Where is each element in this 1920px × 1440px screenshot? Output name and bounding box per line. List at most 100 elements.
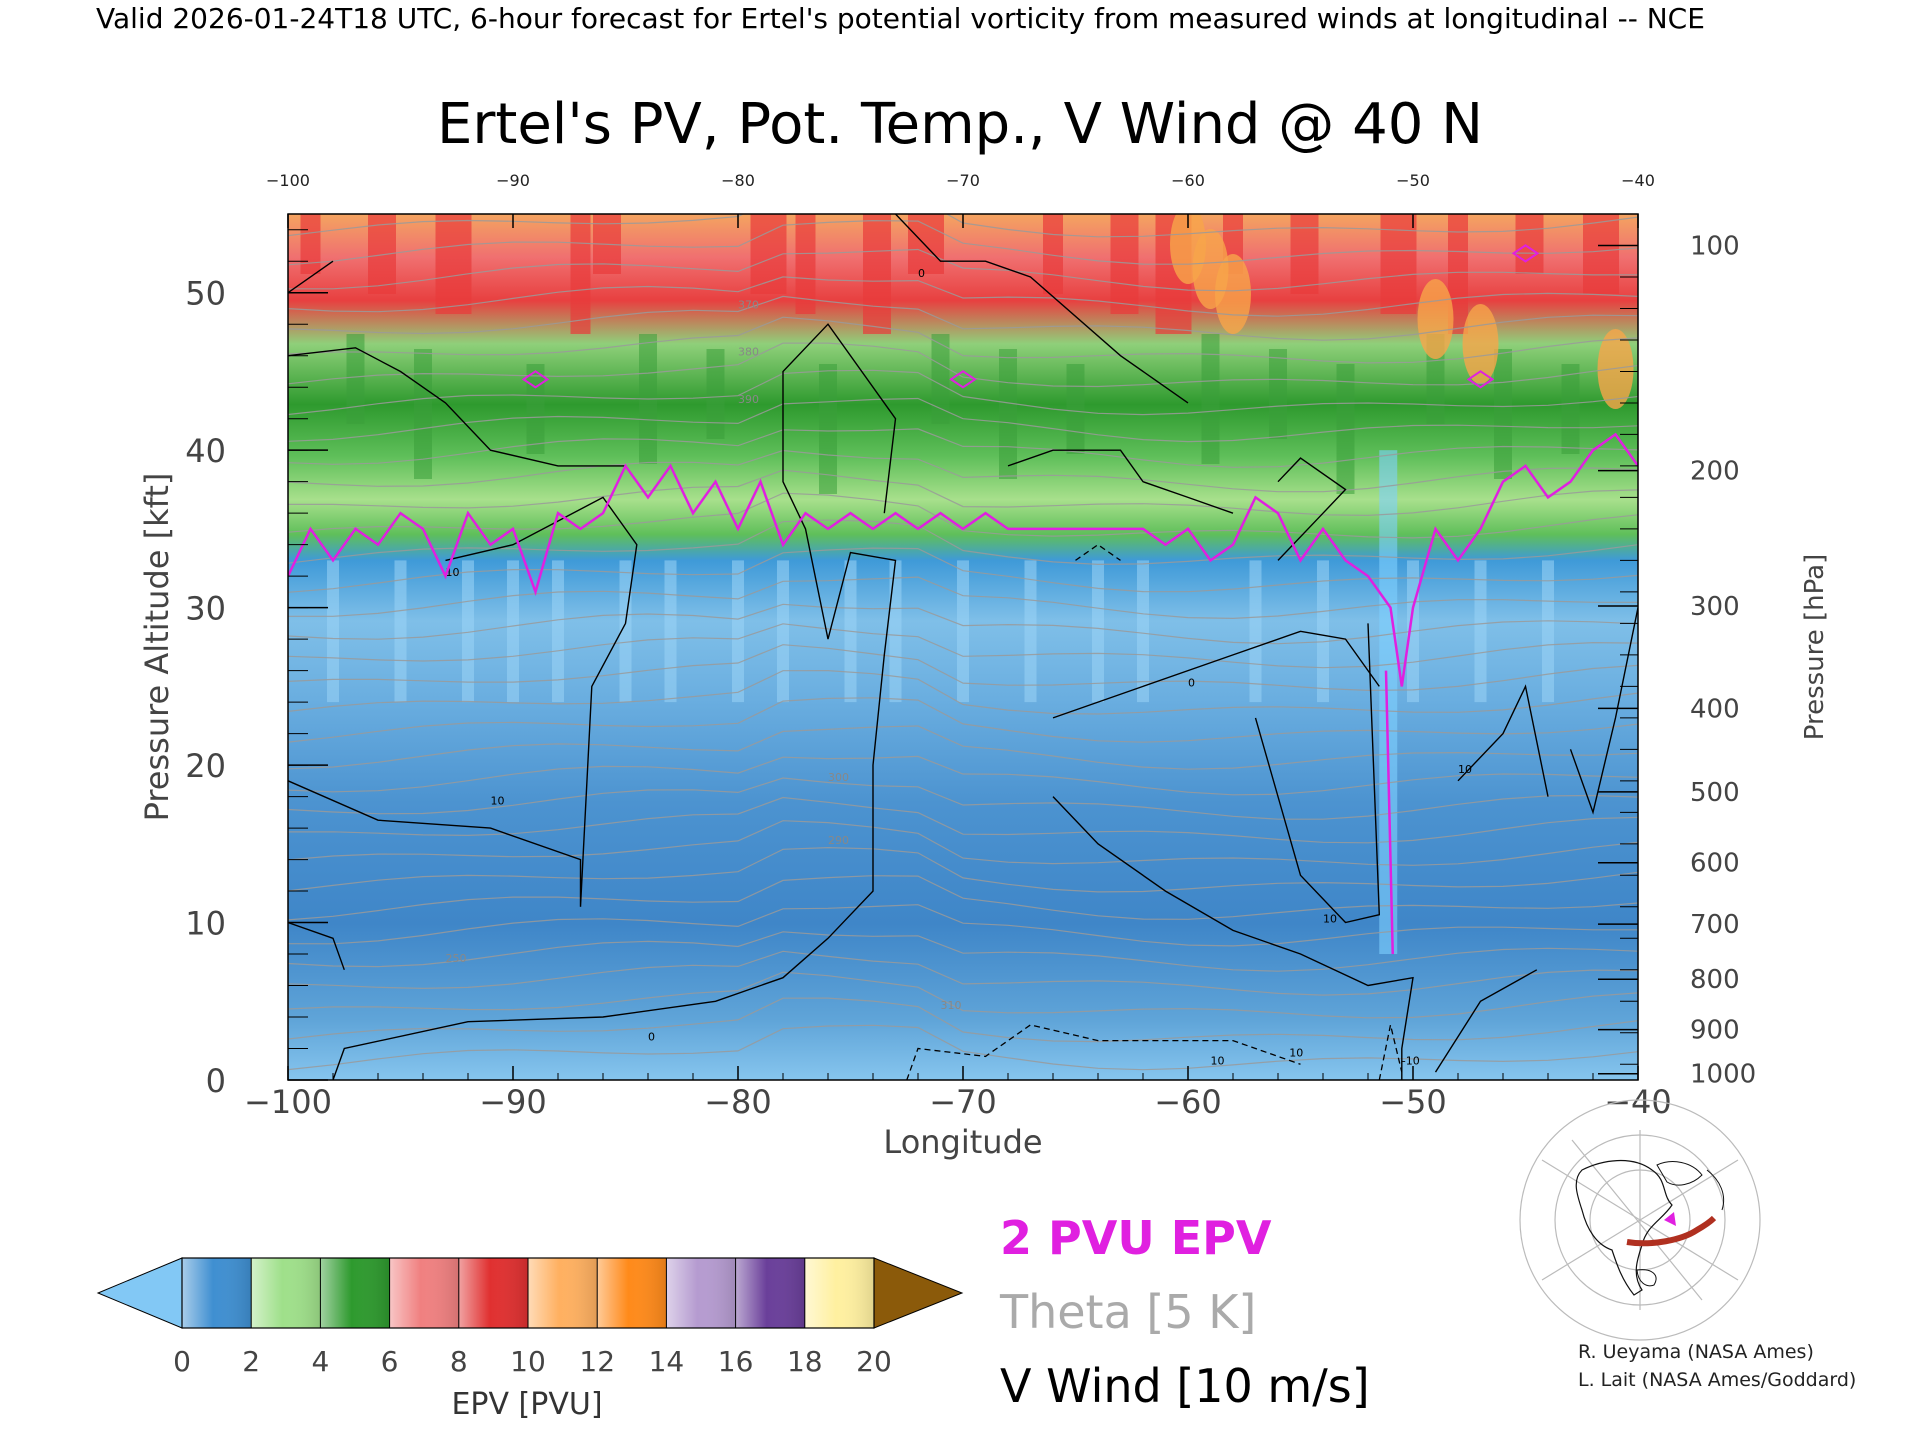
pressure-tick-label: 600: [1690, 849, 1740, 879]
pvu-island: [521, 370, 550, 389]
credit-line-2: L. Lait (NASA Ames/Goddard): [1578, 1369, 1856, 1391]
theta-label: 310: [941, 999, 962, 1012]
pv-mid-streak: [999, 349, 1017, 479]
colorbar-under-arrow: [96, 1257, 183, 1329]
pv-mid-streak: [819, 364, 837, 494]
pv-low-streak: [1024, 560, 1037, 703]
x-tick-label: −50: [1379, 1083, 1447, 1121]
pressure-tick-label: 800: [1690, 965, 1740, 995]
v-wind-label: -10: [1402, 1054, 1420, 1067]
y-tick-label: 10: [185, 905, 226, 943]
v-wind-contour-solid: [1569, 607, 1638, 815]
pressure-tick-label: 300: [1690, 592, 1740, 622]
colorbar-tick-label: 18: [787, 1345, 823, 1378]
pv-mid-streak: [706, 349, 725, 439]
v-wind-contour-solid: [288, 496, 638, 907]
y-tick-label: 0: [206, 1062, 226, 1100]
globe-locator-icon: [1519, 1099, 1761, 1341]
theta-contour: [288, 248, 1638, 292]
theta-contour: [288, 316, 1638, 364]
pv-orange-patch: [1417, 279, 1454, 359]
tropopause-2pvu: [288, 244, 1638, 955]
pv-low-streak: [777, 560, 789, 703]
pvu-island: [1466, 370, 1495, 389]
theta-label: 300: [828, 771, 849, 784]
v-wind-contour-solid: [1457, 684, 1549, 797]
v-wind-contour-solid: [288, 260, 334, 294]
v-wind-label: 0: [918, 267, 925, 280]
y-tick-label: 20: [185, 747, 226, 785]
x-top-tick-label: −40: [1621, 171, 1655, 190]
y-tick-label: 40: [185, 432, 226, 470]
colorbar-tick-label: 16: [718, 1345, 754, 1378]
colorbar-label: EPV [PVU]: [451, 1387, 602, 1422]
v-wind-label: 0: [1188, 676, 1195, 689]
pressure-tick-label: 400: [1690, 694, 1740, 724]
theta-contour: [288, 644, 1638, 692]
x-top-tick-label: −70: [946, 171, 980, 190]
theta-contour: [288, 725, 1638, 770]
v-wind-label: 10: [491, 794, 505, 807]
v-wind-contour-solid: [288, 921, 345, 971]
pv-low-streak: [462, 560, 474, 703]
pv-high-streak: [1583, 214, 1619, 294]
x-tick-label: −90: [479, 1083, 547, 1121]
colorbar-tick-label: 4: [311, 1345, 329, 1378]
pv-mid-streak: [526, 364, 545, 454]
colorbar-segment-shade: [182, 1258, 252, 1328]
pv-mid-streak: [1201, 334, 1220, 464]
v-wind-contour-dashed: [1075, 543, 1121, 561]
legend-pvu-label: 2 PVU EPV: [1000, 1211, 1272, 1265]
theta-contour: [288, 755, 1638, 796]
theta-contour: [288, 875, 1638, 921]
theta-contour: [288, 397, 1638, 443]
legend-theta-label: Theta [5 K]: [999, 1285, 1256, 1339]
theta-contour: [288, 547, 1638, 593]
pv-low-streak: [394, 560, 407, 703]
pv-high-streak: [435, 214, 472, 314]
colorbar-segment-shade: [458, 1258, 528, 1328]
pv-mid-streak: [414, 349, 432, 479]
pressure-tick-label: 1000: [1690, 1060, 1756, 1090]
colorbar-tick-label: 6: [381, 1345, 399, 1378]
v-wind-contour-solid: [332, 323, 897, 1080]
x-top-tick-label: −100: [266, 171, 310, 190]
v-wind-contour-solid: [1254, 623, 1381, 924]
axes: −100 −100 −90 −90 −80 −80 −70 −70 −60 −60 −50 −50 −4…: [185, 171, 1756, 1121]
theta-contour: [288, 931, 1638, 972]
v-wind-contour-solid: [1434, 969, 1538, 1073]
pv-mid-streak: [931, 334, 950, 424]
pv-low-streak: [1137, 560, 1149, 703]
theta-label: 370: [738, 298, 759, 311]
y2-axis-label: Pressure [hPa]: [1800, 554, 1830, 741]
theta-contour: [288, 603, 1638, 645]
theta-contour: [288, 777, 1638, 820]
pv-high-streak: [570, 214, 591, 334]
pv-high-streak: [1448, 214, 1468, 334]
pv-low-streak: [664, 560, 677, 703]
theta-contour: [288, 997, 1638, 1043]
colorbar-segment-shade: [804, 1258, 874, 1328]
colorbar-segment-shade: [251, 1258, 321, 1328]
theta-contour: [288, 576, 1638, 620]
colorbar-segment-shade: [666, 1258, 736, 1328]
pvu-island: [949, 370, 977, 389]
theta-contour: [288, 469, 1638, 517]
colorbar-over-arrow: [873, 1257, 964, 1329]
colorbar-segment-shade: [528, 1258, 598, 1328]
pv-low-streak: [889, 560, 902, 703]
pv-high-streak: [750, 214, 787, 294]
pressure-tick-label: 500: [1690, 778, 1740, 808]
v-wind-contour-solid: [1277, 457, 1347, 561]
v-wind-contour-solid: [1007, 449, 1234, 514]
theta-contour: [288, 428, 1638, 468]
theta-contour: [288, 846, 1638, 893]
pv-mid-streak: [1066, 364, 1085, 454]
pv-low-streak: [552, 560, 564, 703]
pv-low-streak: [507, 560, 519, 703]
colorbar-segment-shade: [597, 1258, 667, 1328]
theta-label: 390: [738, 393, 759, 406]
